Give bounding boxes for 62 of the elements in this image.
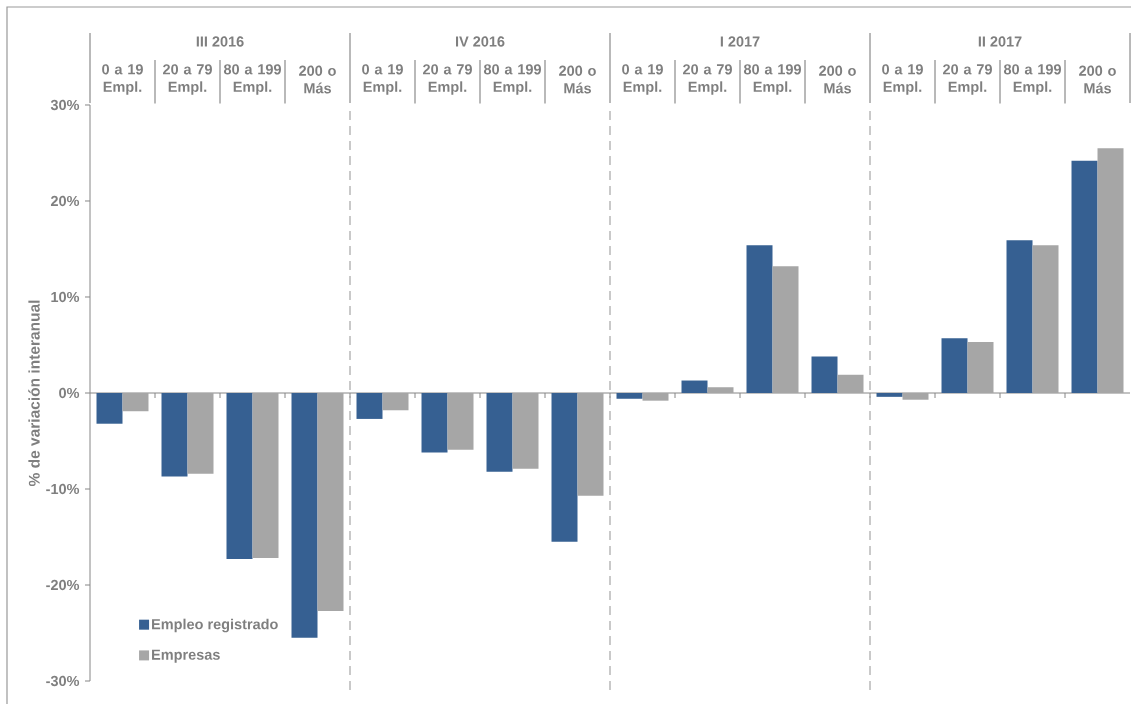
bar: [941, 338, 968, 393]
bar: [967, 342, 994, 393]
bar: [1071, 160, 1098, 393]
text: II 2017: [978, 36, 1022, 47]
x-tick-label: 0 a 19 Empl.: [102, 64, 143, 95]
legend-label: Empleo registrado: [152, 618, 278, 633]
x-tick-label: 200 o Más: [1079, 65, 1116, 94]
x-tick-label: 200 o Más: [299, 65, 336, 94]
bar: [187, 393, 214, 474]
y-tick-label: 30%: [50, 99, 80, 111]
bar: [707, 387, 734, 393]
bar: [642, 393, 669, 401]
bar: [421, 393, 448, 453]
bar: [486, 393, 513, 472]
text: I 2017: [720, 36, 760, 47]
bar: [837, 374, 864, 393]
bar: [616, 393, 643, 399]
x-tick-label: 20 a 79 Empl.: [943, 64, 992, 95]
bar: [447, 393, 474, 450]
bar: [356, 393, 383, 419]
bar: [772, 266, 799, 393]
bar: [122, 393, 149, 412]
y-tick-label: 0%: [59, 387, 80, 399]
bar: [291, 393, 318, 638]
bar: [512, 393, 539, 469]
bar: [1032, 245, 1059, 393]
bar: [161, 393, 188, 477]
bar: [1006, 240, 1033, 393]
bar: [382, 393, 409, 411]
text: III 2016: [196, 36, 244, 47]
y-tick-label: -10%: [46, 483, 80, 495]
x-tick-label: 20 a 79 Empl.: [163, 64, 212, 95]
y-tick-label: 20%: [50, 195, 80, 207]
x-tick-label: 20 a 79 Empl.: [423, 64, 472, 95]
bar: [577, 393, 604, 496]
bar: [1097, 148, 1124, 393]
x-tick-label: 200 o Más: [819, 65, 856, 94]
x-tick-label: 80 a 199 Empl.: [483, 64, 541, 95]
bar: [226, 393, 253, 560]
x-tick-label: 80 a 199 Empl.: [223, 64, 281, 95]
bar: [876, 393, 903, 397]
bar: [811, 356, 838, 393]
bar: [681, 380, 708, 393]
text: IV 2016: [455, 36, 505, 47]
bar: [551, 393, 578, 542]
y-tick-label: -30%: [46, 675, 80, 687]
y-axis-title: % de variación interanual: [28, 300, 40, 487]
bar: [252, 393, 279, 559]
bar: [746, 245, 773, 393]
x-tick-label: 0 a 19 Empl.: [362, 64, 403, 95]
x-tick-label: 0 a 19 Empl.: [622, 64, 663, 95]
x-tick-label: 80 a 199 Empl.: [743, 64, 801, 95]
x-tick-label: 200 o Más: [559, 65, 596, 94]
x-tick-label: 20 a 79 Empl.: [683, 64, 732, 95]
y-tick-label: 10%: [51, 291, 80, 303]
bar: [96, 393, 123, 424]
bar: [317, 393, 344, 611]
x-tick-label: 0 a 19 Empl.: [882, 64, 923, 95]
y-tick-label: -20%: [46, 579, 80, 591]
bar: [902, 393, 929, 400]
legend-label: Empresas: [152, 649, 220, 663]
x-tick-label: 80 a 199 Empl.: [1003, 64, 1061, 95]
